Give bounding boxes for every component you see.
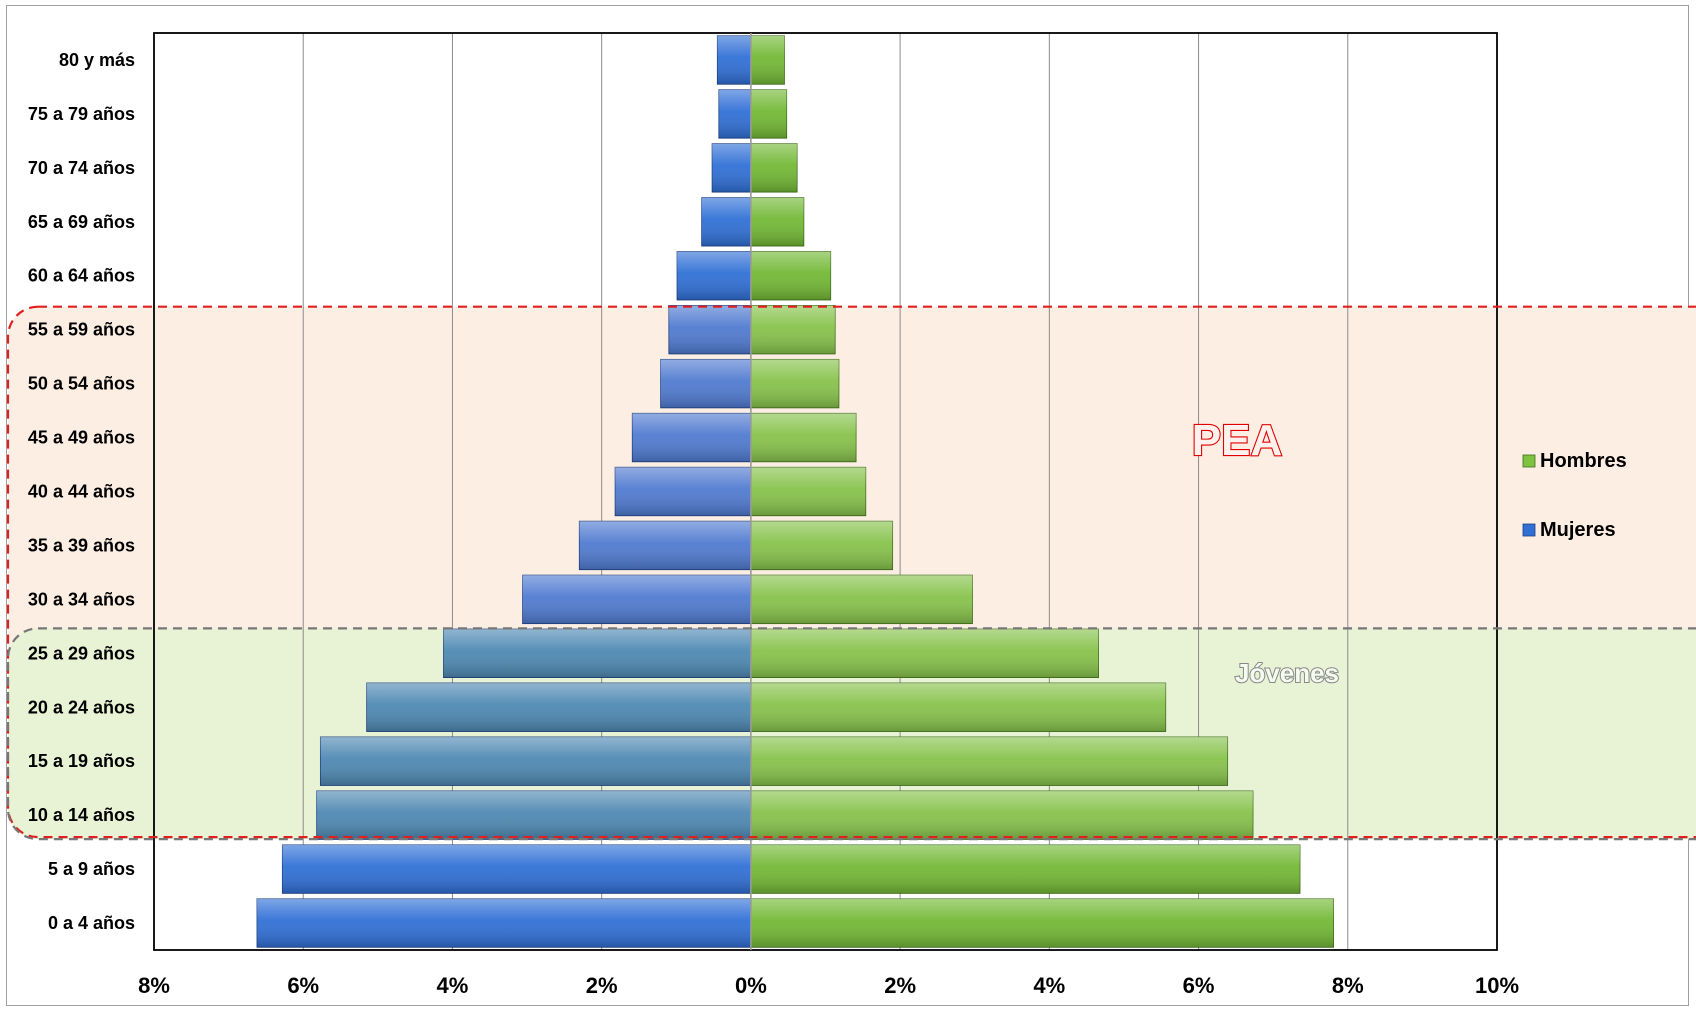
band-label-jovenes: Jóvenes bbox=[1235, 658, 1339, 688]
bar-hombres-shade bbox=[750, 467, 866, 516]
band-pea-border bbox=[6, 305, 1696, 839]
bar-mujeres-shade bbox=[522, 575, 751, 624]
bar-mujeres-shade bbox=[717, 35, 751, 85]
bar-mujeres-shade bbox=[668, 305, 751, 354]
category-label: 0 a 4 años bbox=[48, 913, 135, 933]
legend-label-hombres: Hombres bbox=[1540, 450, 1627, 472]
bar-mujeres-shade bbox=[282, 844, 751, 894]
bar-mujeres-shade bbox=[316, 790, 751, 840]
bar-mujeres-shade bbox=[443, 629, 751, 678]
bar-hombres-shade bbox=[750, 413, 857, 462]
bar-hombres-shade bbox=[750, 790, 1254, 840]
bar-mujeres-shade bbox=[712, 143, 751, 193]
bar-hombres-shade bbox=[750, 682, 1166, 732]
x-tick-label: 4% bbox=[437, 973, 469, 998]
bar-mujeres-shade bbox=[320, 736, 751, 786]
bar-mujeres-shade bbox=[256, 898, 751, 948]
category-label: 75 a 79 años bbox=[28, 104, 135, 124]
category-label: 10 a 14 años bbox=[28, 805, 135, 825]
legend-label-mujeres: Mujeres bbox=[1540, 519, 1616, 541]
legend-swatch-mujeres bbox=[1522, 523, 1536, 537]
category-label: 65 a 69 años bbox=[28, 212, 135, 232]
band-jovenes-fill bbox=[8, 628, 1696, 840]
band-jovenes-border bbox=[6, 627, 1696, 841]
x-tick-label: 0% bbox=[735, 973, 767, 998]
x-tick-label: 2% bbox=[586, 973, 618, 998]
category-label: 40 a 44 años bbox=[28, 482, 135, 502]
bar-hombres-shade bbox=[750, 197, 804, 247]
bar-hombres-shade bbox=[750, 629, 1099, 678]
bar-mujeres-shade bbox=[718, 89, 751, 139]
bar-mujeres-shade bbox=[677, 251, 751, 301]
bar-hombres-shade bbox=[750, 521, 893, 570]
category-label: 80 y más bbox=[59, 50, 135, 70]
x-tick-label: 10% bbox=[1475, 973, 1519, 998]
x-tick-label: 6% bbox=[287, 973, 319, 998]
category-label: 55 a 59 años bbox=[28, 320, 135, 340]
category-label: 5 a 9 años bbox=[48, 859, 135, 879]
bar-hombres-shade bbox=[750, 736, 1228, 786]
category-label: 15 a 19 años bbox=[28, 751, 135, 771]
category-label: 30 a 34 años bbox=[28, 589, 135, 609]
bar-hombres-shade bbox=[750, 143, 798, 193]
bar-hombres-shade bbox=[750, 898, 1334, 948]
plot-border bbox=[153, 32, 1498, 951]
category-label: 45 a 49 años bbox=[28, 428, 135, 448]
category-label: 60 a 64 años bbox=[28, 266, 135, 286]
bar-hombres-shade bbox=[750, 359, 839, 408]
category-label: 50 a 54 años bbox=[28, 374, 135, 394]
category-label: 25 a 29 años bbox=[28, 643, 135, 663]
bar-hombres-shade bbox=[750, 844, 1301, 894]
bar-hombres-shade bbox=[750, 35, 785, 85]
category-label: 70 a 74 años bbox=[28, 158, 135, 178]
category-label: 20 a 24 años bbox=[28, 697, 135, 717]
bar-mujeres-shade bbox=[366, 682, 751, 732]
x-tick-label: 8% bbox=[138, 973, 170, 998]
bar-hombres-shade bbox=[750, 575, 973, 624]
x-tick-label: 8% bbox=[1332, 973, 1364, 998]
legend-swatch-hombres bbox=[1522, 454, 1536, 468]
bar-mujeres-shade bbox=[660, 359, 751, 408]
bar-mujeres-shade bbox=[632, 413, 751, 462]
bar-hombres-shade bbox=[750, 305, 836, 354]
x-tick-label: 4% bbox=[1033, 973, 1065, 998]
bar-hombres-shade bbox=[750, 89, 787, 139]
bar-mujeres-shade bbox=[701, 197, 751, 247]
category-label: 35 a 39 años bbox=[28, 535, 135, 555]
bar-mujeres-shade bbox=[615, 467, 751, 516]
bar-hombres-shade bbox=[750, 251, 831, 301]
bar-mujeres-shade bbox=[579, 521, 751, 570]
band-label-pea: PEA bbox=[1192, 416, 1282, 465]
x-tick-label: 6% bbox=[1183, 973, 1215, 998]
x-tick-label: 2% bbox=[884, 973, 916, 998]
